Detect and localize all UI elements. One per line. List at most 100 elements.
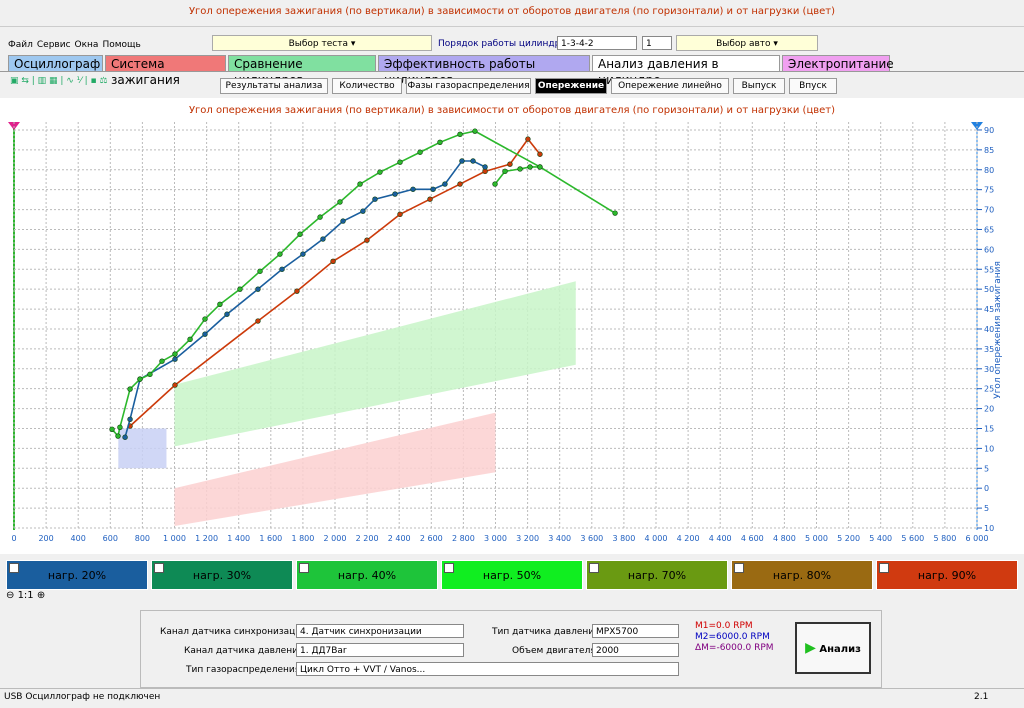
load-button[interactable]: нагр. 40%	[296, 560, 438, 590]
cylinder-num[interactable]: 1	[642, 36, 672, 50]
series-point	[364, 237, 370, 243]
status-text: USB Осциллограф не подключен	[4, 692, 161, 702]
chart: Угол опережения зажигания (по вертикали)…	[0, 98, 1024, 554]
load-label: нагр. 30%	[192, 569, 252, 582]
menu-item[interactable]: Окна	[74, 40, 99, 50]
sub-tab[interactable]: Выпуск	[733, 78, 785, 94]
series-point	[430, 186, 436, 192]
sub-tab[interactable]: Результаты анализа	[220, 78, 328, 94]
series-point	[442, 181, 448, 187]
x-tick-label: 3 800	[612, 534, 635, 543]
series-point	[537, 164, 543, 170]
x-tick-label: 3 000	[484, 534, 507, 543]
menu-item[interactable]: Файл	[8, 40, 33, 50]
cylinder-num-text: 1	[646, 39, 652, 49]
series-point	[172, 382, 178, 388]
x-tick-label: 2 000	[324, 534, 347, 543]
x-tick-label: 5 000	[805, 534, 828, 543]
cylinder-order[interactable]: 1-3-4-2	[557, 36, 637, 50]
x-tick-label: 2 600	[420, 534, 443, 543]
separator	[0, 71, 1024, 72]
x-tick-label: 5 200	[837, 534, 860, 543]
x-tick-label: 1 400	[227, 534, 250, 543]
status-version: 2.1	[974, 692, 989, 702]
series-point	[255, 286, 261, 292]
sub-tab[interactable]: Опережение	[535, 78, 607, 94]
checkbox[interactable]	[589, 563, 599, 573]
sub-tab[interactable]: Впуск	[789, 78, 837, 94]
y-tick-label: 65	[984, 225, 994, 234]
cylinder-order-text: 1-3-4-2	[561, 39, 594, 49]
series-point	[482, 164, 488, 170]
x-tick-label: 2 200	[356, 534, 379, 543]
test-select[interactable]: Выбор теста ▾	[212, 35, 432, 51]
main-tab[interactable]: Электропитание	[782, 55, 894, 71]
y-tick-label: 75	[984, 186, 994, 195]
x-tick-label: 1 000	[163, 534, 186, 543]
load-button[interactable]: нагр. 50%	[441, 560, 583, 590]
series-point	[517, 166, 523, 172]
y-axis-title: Угол опережения зажигания	[993, 261, 1003, 399]
series-point	[337, 199, 343, 205]
load-label: нагр. 90%	[917, 569, 977, 582]
checkbox[interactable]	[154, 563, 164, 573]
sync-value: 4. Датчик синхронизации	[300, 627, 422, 637]
main-tab[interactable]: Осциллограф	[8, 55, 103, 71]
checkbox[interactable]	[9, 563, 19, 573]
y-tick-label: 55	[984, 265, 994, 274]
load-button[interactable]: нагр. 30%	[151, 560, 293, 590]
checkbox[interactable]	[734, 563, 744, 573]
y-tick-label: 0	[984, 484, 989, 493]
x-tick-label: 0	[11, 534, 16, 543]
volume-select[interactable]: 2000	[592, 643, 679, 657]
series-point	[470, 158, 476, 164]
series-point	[137, 376, 143, 382]
load-button[interactable]: нагр. 70%	[586, 560, 728, 590]
x-tick-label: 4 800	[773, 534, 796, 543]
timing-select[interactable]: Цикл Отто + VVT / Vanos...	[296, 662, 679, 676]
series-point	[320, 236, 326, 242]
series-point	[340, 218, 346, 224]
pressure-select[interactable]: 1. ДД7Bar	[296, 643, 464, 657]
timing-label: Тип газораспределения	[186, 665, 301, 675]
y-tick-label: 90	[984, 126, 994, 135]
x-tick-label: 3 200	[516, 534, 539, 543]
series-point	[537, 151, 543, 157]
sensor-type-select[interactable]: MPX5700	[592, 624, 679, 638]
sub-tab[interactable]: Количество	[332, 78, 402, 94]
checkbox[interactable]	[444, 563, 454, 573]
series-point	[237, 286, 243, 292]
load-button[interactable]: нагр. 80%	[731, 560, 873, 590]
x-tick-label: 2 800	[452, 534, 475, 543]
y-tick-label: 70	[984, 206, 994, 215]
settings-panel	[140, 610, 882, 688]
series-point	[127, 386, 133, 392]
sub-tab[interactable]: Опережение линейно	[611, 78, 729, 94]
sync-select[interactable]: 4. Датчик синхронизации	[296, 624, 464, 638]
checkbox[interactable]	[299, 563, 309, 573]
car-select[interactable]: Выбор авто ▾	[676, 35, 818, 51]
y-tick-label: 60	[984, 245, 994, 254]
y-tick-label: 40	[984, 325, 994, 334]
load-band	[174, 281, 576, 447]
y-tick-label: 50	[984, 285, 994, 294]
sub-tab[interactable]: Фазы газораспределения	[406, 78, 531, 94]
analyze-button[interactable]: ▶ Анализ	[795, 622, 871, 674]
x-tick-label: 800	[135, 534, 150, 543]
menu-bar: Файл Сервис Окна Помощь	[8, 40, 145, 50]
x-tick-label: 3 400	[548, 534, 571, 543]
pressure-value: 1. ДД7Bar	[300, 646, 347, 656]
menu-item[interactable]: Сервис	[36, 40, 71, 50]
x-tick-label: 200	[38, 534, 53, 543]
x-tick-label: 1 200	[195, 534, 218, 543]
checkbox[interactable]	[879, 563, 889, 573]
load-button[interactable]: нагр. 90%	[876, 560, 1018, 590]
load-button[interactable]: нагр. 20%	[6, 560, 148, 590]
series-point	[492, 181, 498, 187]
x-tick-label: 2 400	[388, 534, 411, 543]
series-point	[159, 358, 165, 364]
timing-value: Цикл Отто + VVT / Vanos...	[300, 665, 426, 675]
main-tab[interactable]: Система зажигания	[105, 55, 226, 87]
menu-item[interactable]: Помощь	[102, 40, 141, 50]
series-point	[507, 161, 513, 167]
